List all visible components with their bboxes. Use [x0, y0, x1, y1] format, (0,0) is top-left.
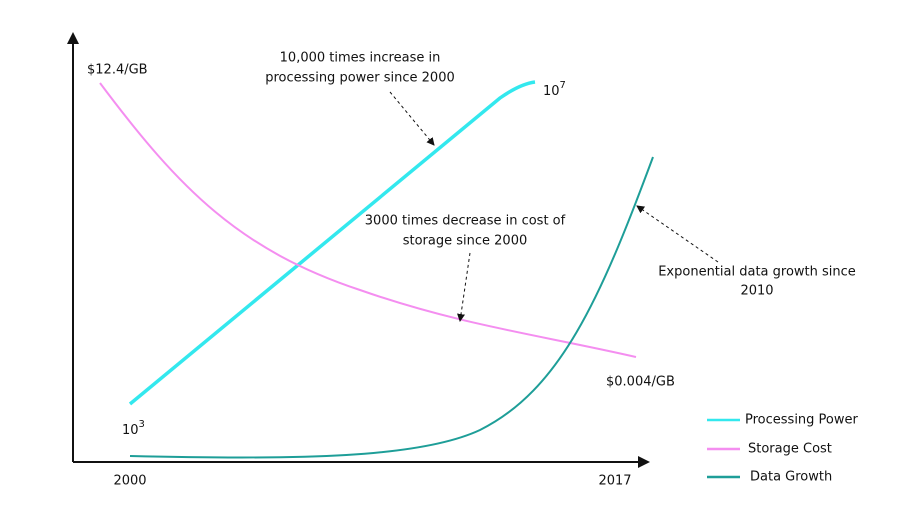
exponent: 7	[560, 80, 566, 91]
legend: Processing Power Storage Cost Data Growt…	[707, 413, 859, 485]
annotation-arrow	[636, 205, 719, 263]
annotation-line: Exponential data growth since	[658, 265, 856, 280]
legend-label: Storage Cost	[748, 442, 832, 457]
annotation-line: 2010	[740, 284, 773, 299]
processing-start-label: 103	[122, 419, 145, 438]
storage-end-label: $0.004/GB	[606, 375, 675, 390]
annotation-line: processing power since 2000	[265, 71, 455, 86]
y-axis-arrow	[67, 32, 79, 44]
legend-label: Processing Power	[745, 413, 859, 428]
exponent: 3	[139, 419, 145, 430]
processing-end-label: 107	[543, 80, 566, 99]
x-axis-arrow	[638, 456, 650, 468]
annotation-line: storage since 2000	[403, 234, 528, 249]
annotation-arrow	[389, 91, 435, 146]
x-end-label: 2017	[598, 474, 631, 489]
storage-start-label: $12.4/GB	[87, 63, 148, 78]
processing-power-curve	[128, 80, 536, 406]
legend-label: Data Growth	[750, 470, 832, 485]
annotation-line: 10,000 times increase in	[280, 51, 441, 66]
x-start-label: 2000	[113, 474, 146, 489]
base: 10	[543, 84, 560, 99]
annotation-line: 3000 times decrease in cost of	[365, 214, 566, 229]
storage-cost-curve	[99, 82, 637, 358]
annotation-arrow	[457, 252, 471, 322]
base: 10	[122, 423, 139, 438]
data-growth-curve	[129, 156, 654, 459]
